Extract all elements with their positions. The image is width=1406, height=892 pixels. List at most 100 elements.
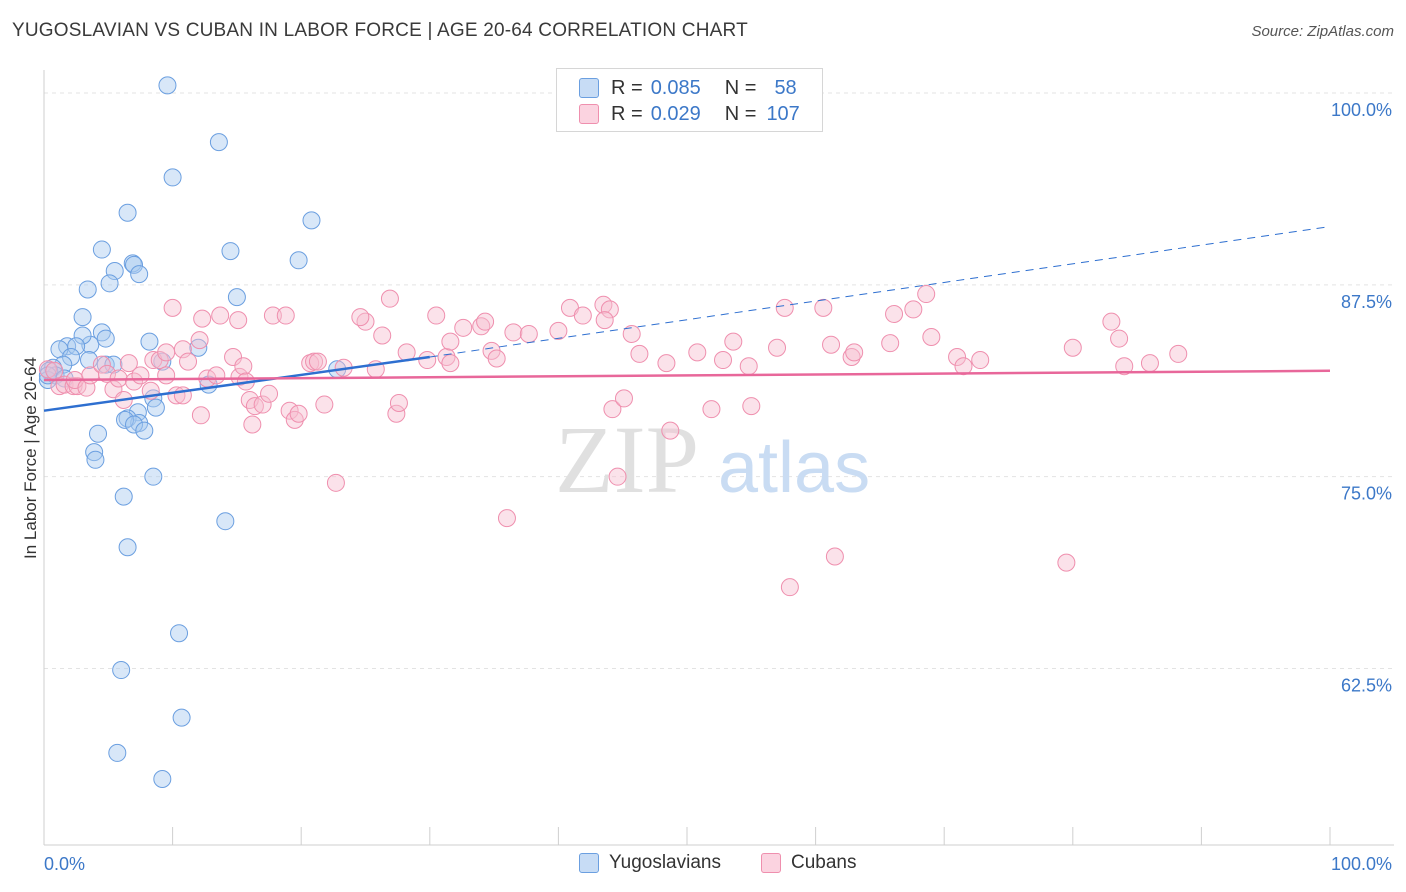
cuban-point bbox=[234, 357, 253, 376]
cuban-point bbox=[441, 354, 460, 373]
yugoslavian-point bbox=[216, 512, 235, 531]
legend-label: Cubans bbox=[791, 852, 857, 873]
cuban-point bbox=[38, 360, 57, 379]
cuban-point bbox=[780, 578, 799, 597]
cuban-point bbox=[476, 312, 495, 331]
r-value: 0.029 bbox=[650, 102, 701, 125]
cuban-point bbox=[608, 467, 627, 486]
cuban-point bbox=[702, 400, 721, 419]
yugoslavian-point bbox=[96, 355, 115, 374]
yugoslavian-point bbox=[78, 280, 97, 299]
y-tick-label: 75.0% bbox=[1341, 484, 1392, 504]
cuban-point bbox=[573, 306, 592, 325]
n-label: N = bbox=[724, 76, 757, 99]
cuban-point bbox=[315, 395, 334, 414]
cuban-point bbox=[351, 308, 370, 327]
cuban-point bbox=[885, 305, 904, 324]
cuban-point bbox=[842, 347, 861, 366]
r-label: R = bbox=[611, 102, 643, 125]
cuban-point bbox=[389, 394, 408, 413]
yugoslavian-point bbox=[146, 398, 165, 417]
yugoslavian-point bbox=[144, 467, 163, 486]
cuban-point bbox=[157, 366, 176, 385]
cuban-point bbox=[243, 415, 262, 434]
y-axis-label: In Labor Force | Age 20-64 bbox=[21, 357, 40, 559]
cuban-point bbox=[305, 352, 324, 371]
cuban-point bbox=[603, 400, 622, 419]
cuban-point bbox=[881, 334, 900, 353]
cuban-point bbox=[157, 343, 176, 362]
cuban-point bbox=[1063, 338, 1082, 357]
watermark-zip: ZIP bbox=[555, 406, 699, 513]
yugoslavian-point bbox=[100, 274, 119, 293]
cuban-point bbox=[549, 321, 568, 340]
cuban-point bbox=[614, 389, 633, 408]
cuban-point bbox=[150, 351, 169, 370]
cuban-legend-swatch bbox=[761, 853, 781, 873]
yugoslavian-point bbox=[289, 251, 308, 270]
yugoslavian-point bbox=[209, 133, 228, 152]
yugoslavian-point bbox=[73, 308, 92, 327]
cuban-point bbox=[179, 352, 198, 371]
cuban-point bbox=[98, 364, 117, 383]
legend-item-yugoslavians: Yugoslavians bbox=[579, 852, 721, 874]
cuban-point bbox=[814, 298, 833, 317]
cuban-point bbox=[630, 344, 649, 363]
cuban-point bbox=[724, 332, 743, 351]
yugoslavian-point bbox=[140, 332, 159, 351]
cuban-point bbox=[714, 351, 733, 370]
cuban-point bbox=[742, 397, 761, 416]
trend-lines bbox=[43, 226, 1331, 412]
cuban-point bbox=[825, 547, 844, 566]
yugoslavian-legend-swatch bbox=[579, 853, 599, 873]
cuban-point bbox=[661, 421, 680, 440]
cuban-point bbox=[380, 289, 399, 308]
cuban-point bbox=[308, 352, 327, 371]
yugoslavian-trend-line bbox=[43, 355, 430, 412]
legend-label: Yugoslavians bbox=[609, 852, 721, 873]
legend-row-yugoslavians: R = 0.085 N = 58 bbox=[579, 76, 797, 100]
r-value: 0.085 bbox=[650, 76, 701, 99]
cuban-point bbox=[1115, 357, 1134, 376]
cuban-point bbox=[948, 347, 967, 366]
cuban-point bbox=[289, 404, 308, 423]
cuban-point bbox=[504, 323, 523, 342]
yugoslavian-point bbox=[172, 708, 191, 727]
cuban-point bbox=[519, 324, 538, 343]
cuban-point bbox=[657, 354, 676, 373]
cuban-points bbox=[38, 285, 1188, 597]
cuban-point bbox=[688, 343, 707, 362]
yugoslavian-point bbox=[158, 76, 177, 95]
y-tick-label: 100.0% bbox=[1331, 100, 1392, 120]
cuban-point bbox=[211, 306, 230, 325]
cuban-point bbox=[224, 347, 243, 366]
cuban-point bbox=[276, 306, 295, 325]
chart-title: YUGOSLAVIAN VS CUBAN IN LABOR FORCE | AG… bbox=[12, 20, 748, 41]
cuban-point bbox=[260, 384, 279, 403]
cuban-point bbox=[131, 366, 150, 385]
series-legend: Yugoslavians Cubans bbox=[0, 852, 1406, 876]
yugoslavian-point bbox=[135, 421, 154, 440]
cuban-point bbox=[1140, 354, 1159, 373]
yugoslavian-point bbox=[92, 240, 111, 259]
cuban-point bbox=[230, 367, 249, 386]
cuban-point bbox=[193, 309, 212, 328]
cuban-point bbox=[191, 406, 210, 425]
cuban-point bbox=[768, 338, 787, 357]
cuban-point bbox=[418, 351, 437, 370]
cuban-point bbox=[245, 397, 264, 416]
cuban-point bbox=[822, 335, 841, 354]
cuban-point bbox=[622, 324, 641, 343]
yugoslavian-point bbox=[170, 624, 189, 643]
source-label: Source: ZipAtlas.com bbox=[1251, 23, 1394, 40]
cuban-point bbox=[971, 351, 990, 370]
yugoslavian-points bbox=[38, 76, 347, 789]
yugoslavian-point bbox=[163, 168, 182, 187]
yugoslavian-point bbox=[112, 661, 131, 680]
x-tick-label: 0.0% bbox=[44, 854, 85, 874]
yugoslavian-point bbox=[118, 538, 137, 557]
yugoslavian-point bbox=[227, 288, 246, 307]
yugoslavian-point bbox=[118, 203, 137, 222]
cuban-point bbox=[163, 298, 182, 317]
